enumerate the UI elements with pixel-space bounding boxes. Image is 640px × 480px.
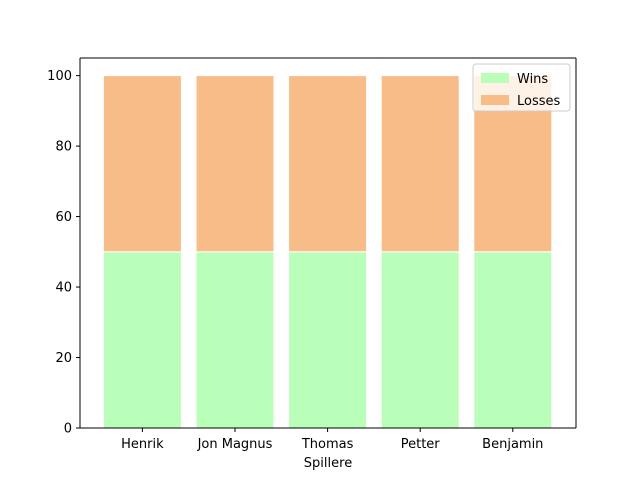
legend-swatch-losses <box>481 95 509 105</box>
y-tick-label: 0 <box>64 422 72 437</box>
y-tick-label: 40 <box>55 281 72 296</box>
x-tick-label: Benjamin <box>482 437 543 452</box>
x-tick-label: Jon Magnus <box>197 437 273 452</box>
bar-losses-jon-magnus <box>195 75 275 253</box>
legend-label-losses: Losses <box>517 94 561 109</box>
bar-losses-thomas <box>288 75 368 253</box>
axes-group: 0 20 40 60 80 100 Henrik Jon Magnus Thomas Petter… <box>47 57 577 452</box>
legend-label-wins: Wins <box>517 72 548 87</box>
y-tick-label: 60 <box>55 210 72 225</box>
y-tick-label: 80 <box>55 140 72 155</box>
bar-wins-jon-magnus <box>195 251 275 429</box>
legend: Wins Losses <box>472 63 571 112</box>
bar-wins-thomas <box>288 251 368 429</box>
x-axis-label: Spillere <box>304 456 352 471</box>
bar-losses-henrik <box>102 75 182 253</box>
x-tick-label: Petter <box>401 437 441 452</box>
y-tick-label: 20 <box>55 351 72 366</box>
bar-wins-henrik <box>102 251 182 429</box>
x-tick-label: Thomas <box>301 437 354 452</box>
legend-swatch-wins <box>481 73 509 83</box>
bar-losses-petter <box>380 75 460 253</box>
bars-group <box>102 75 553 429</box>
bar-wins-petter <box>380 251 460 429</box>
x-tick-label: Henrik <box>121 437 164 452</box>
y-tick-label: 100 <box>47 69 72 84</box>
bar-wins-benjamin <box>473 251 553 429</box>
